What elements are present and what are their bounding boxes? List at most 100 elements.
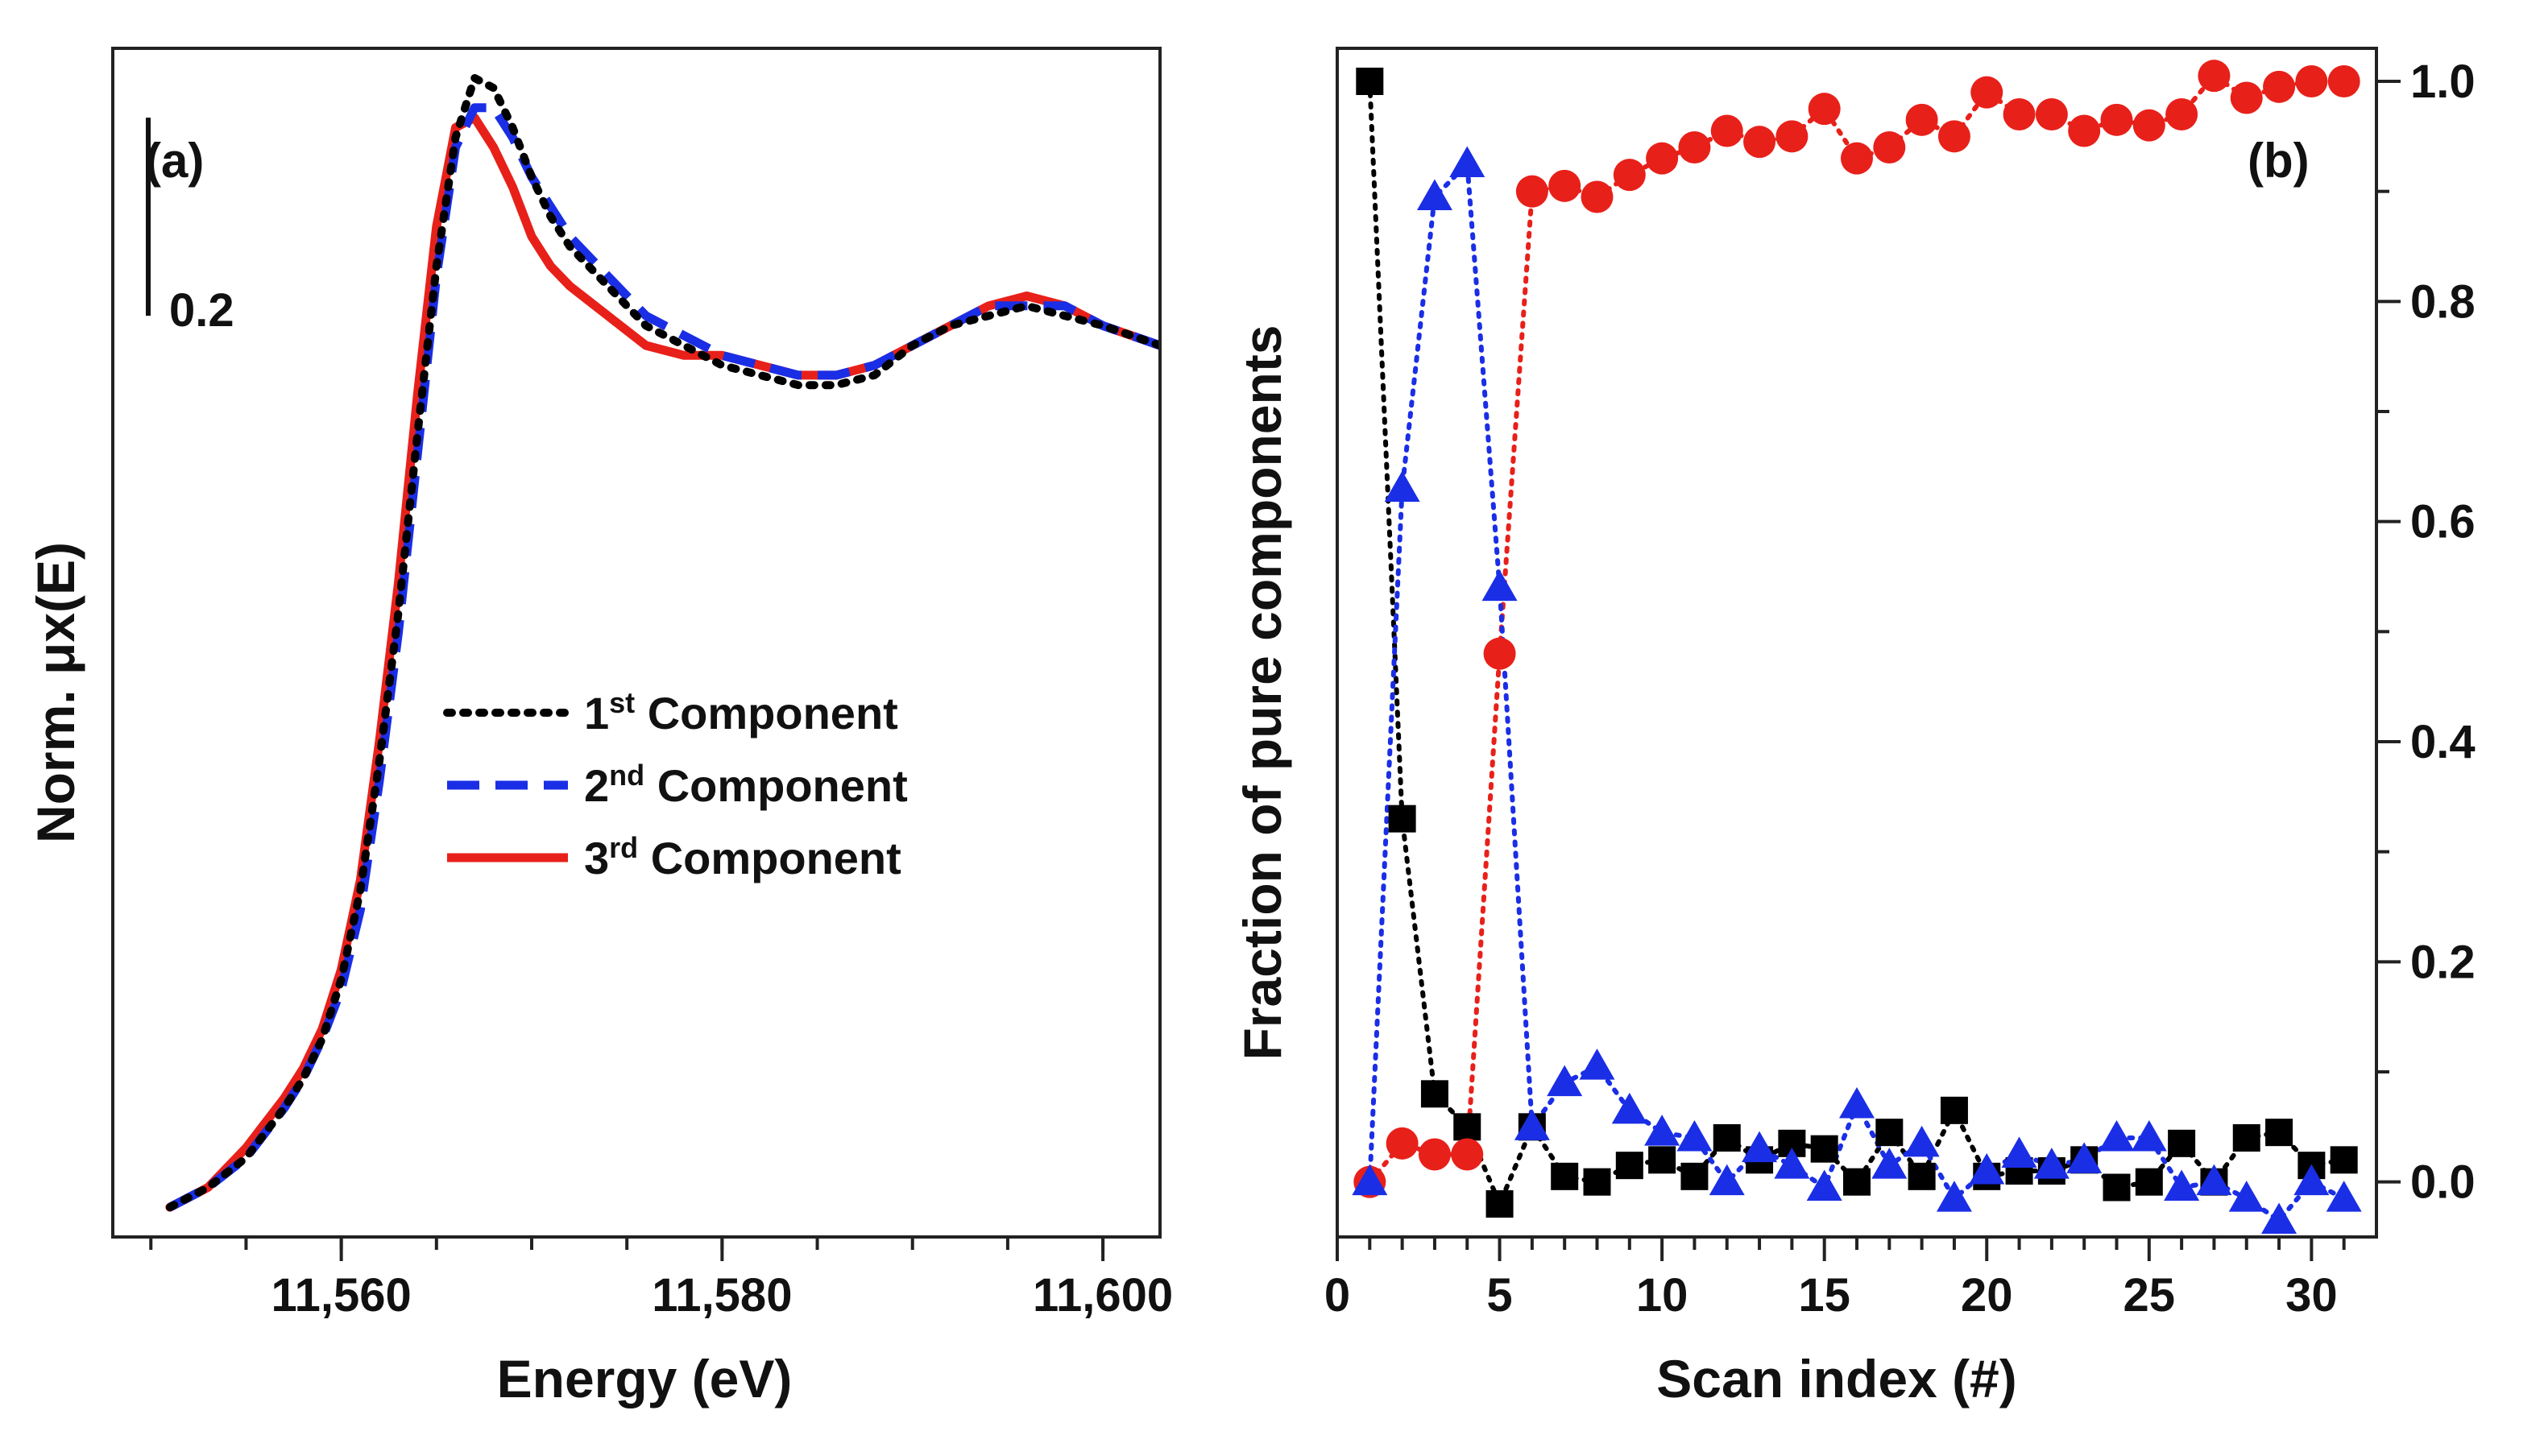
panel-a-series-layer <box>165 73 1160 1212</box>
marker-circle <box>2132 109 2165 142</box>
marker-triangle <box>1579 1049 1615 1080</box>
marker-circle <box>1970 76 2003 109</box>
marker-triangle <box>1481 569 1518 602</box>
marker-circle <box>2198 60 2231 93</box>
marker-square <box>1810 1135 1838 1163</box>
marker-circle <box>1548 169 1581 202</box>
marker-circle <box>1515 175 1548 208</box>
marker-square <box>1908 1162 1936 1190</box>
marker-circle <box>1581 180 1614 213</box>
panel-a: 11,560 11,580 11,600 (a) 0.2 Energy (eV) N… <box>26 47 1173 1408</box>
marker-circle <box>1743 126 1776 159</box>
marker-square <box>1453 1113 1481 1141</box>
marker-square <box>1713 1124 1741 1152</box>
marker-triangle <box>1871 1148 1908 1179</box>
marker-triangle <box>1352 1164 1388 1196</box>
marker-square <box>1648 1146 1676 1174</box>
marker-triangle <box>2099 1120 2135 1152</box>
marker-square <box>1843 1168 1871 1196</box>
marker-triangle <box>1806 1169 1842 1201</box>
marker-triangle <box>2261 1202 2297 1234</box>
marker-triangle <box>1449 146 1485 177</box>
marker-triangle <box>1676 1120 1713 1152</box>
panel-a-x-ticks: 11,560 11,580 11,600 <box>149 1237 1173 1322</box>
panel-b-y-tick-label: 1.0 <box>2410 56 2476 108</box>
marker-triangle <box>1611 1092 1647 1124</box>
panel-b-y-tick-label: 0.0 <box>2410 1156 2476 1209</box>
marker-triangle <box>1839 1087 1875 1119</box>
marker-square <box>1551 1162 1579 1190</box>
marker-square <box>1680 1162 1709 1190</box>
panel-b-x-tick-label: 5 <box>1486 1269 1512 1322</box>
panel-b-x-tick-label: 0 <box>1324 1269 1350 1322</box>
marker-circle <box>1710 114 1743 147</box>
marker-triangle <box>1709 1164 1745 1196</box>
panel-b-y-axis-label: Fraction of pure components <box>1233 325 1292 1060</box>
panel-a-label: (a) <box>145 134 204 188</box>
panel-a-y-axis-label: Norm. μx(E) <box>26 542 85 843</box>
marker-square <box>2135 1168 2163 1196</box>
marker-square <box>2232 1124 2260 1152</box>
panel-a-x-tick-label: 11,600 <box>1033 1269 1173 1322</box>
panel-a-x-tick-label: 11,560 <box>271 1269 412 1322</box>
legend-label-component-1: 1st Component <box>584 686 898 739</box>
panel-a-x-tick-label: 11,580 <box>652 1269 792 1322</box>
marker-circle <box>1613 159 1646 192</box>
panel-a-frame <box>111 47 1162 1239</box>
legend-label-component-2: 2nd Component <box>584 759 908 812</box>
panel-b-x-tick-label: 20 <box>1961 1269 2013 1322</box>
marker-square <box>1388 805 1416 833</box>
marker-circle <box>2295 65 2328 97</box>
marker-triangle <box>2326 1181 2362 1212</box>
marker-circle <box>2068 114 2101 147</box>
marker-triangle <box>2196 1164 2232 1196</box>
marker-triangle <box>2293 1164 2330 1196</box>
marker-circle <box>1937 120 1970 153</box>
panel-b-x-tick-label: 10 <box>1636 1269 1688 1322</box>
marker-triangle <box>1416 179 1452 210</box>
marker-triangle <box>2066 1142 2103 1173</box>
legend: 1st Component 2nd Component 3rd Component <box>443 686 908 884</box>
marker-circle <box>2035 98 2068 130</box>
marker-triangle <box>1774 1148 1810 1179</box>
panel-b: 0 5 10 15 20 25 30 0.0 0.2 0.4 0.6 0.8 1.0 (b) Scan… <box>1233 47 2476 1408</box>
panel-b-label: (b) <box>2248 134 2310 188</box>
panel-b-y-tick-label: 0.6 <box>2410 496 2476 548</box>
marker-square <box>1420 1080 1448 1108</box>
marker-triangle <box>1384 470 1420 503</box>
marker-square <box>2265 1119 2293 1147</box>
marker-circle <box>1873 131 1906 163</box>
marker-square <box>1583 1168 1611 1196</box>
marker-circle <box>2230 81 2263 114</box>
panel-b-y-ticks: 0.0 0.2 0.4 0.6 0.8 1.0 <box>2376 56 2476 1209</box>
scale-bar-label: 0.2 <box>169 284 234 337</box>
marker-circle <box>2327 65 2360 97</box>
panel-b-y-tick-label: 0.2 <box>2410 936 2476 988</box>
marker-circle <box>1841 142 1873 175</box>
panel-b-x-tick-label: 25 <box>2123 1269 2176 1322</box>
marker-square <box>1875 1119 1904 1147</box>
marker-circle <box>2165 98 2198 130</box>
marker-circle <box>2003 98 2036 130</box>
panel-b-x-tick-label: 15 <box>1798 1269 1850 1322</box>
panel-b-x-ticks: 0 5 10 15 20 25 30 <box>1324 1237 2346 1322</box>
connector-triangle <box>1367 158 2347 1224</box>
marker-circle <box>1808 93 1841 126</box>
connector-circle <box>1367 72 2347 1185</box>
panel-b-x-tick-label: 30 <box>2285 1269 2338 1322</box>
marker-triangle <box>2228 1181 2264 1212</box>
panel-b-series-layer <box>1352 60 2362 1234</box>
marker-triangle <box>1904 1125 1940 1157</box>
marker-triangle <box>2033 1148 2070 1179</box>
panel-b-y-tick-label: 0.4 <box>2410 716 2476 768</box>
legend-label-component-3: 3rd Component <box>584 831 901 884</box>
marker-triangle <box>1742 1131 1778 1163</box>
marker-square <box>2330 1146 2358 1174</box>
series-line-component-1 <box>165 73 1160 1212</box>
marker-circle <box>1905 103 1938 136</box>
marker-triangle <box>2131 1120 2167 1152</box>
marker-square <box>1356 68 1384 95</box>
marker-triangle <box>1547 1065 1583 1097</box>
marker-square <box>1615 1152 1643 1180</box>
